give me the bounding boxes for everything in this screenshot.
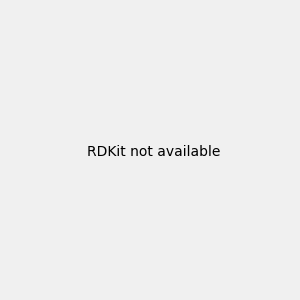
Text: RDKit not available: RDKit not available	[87, 145, 220, 158]
